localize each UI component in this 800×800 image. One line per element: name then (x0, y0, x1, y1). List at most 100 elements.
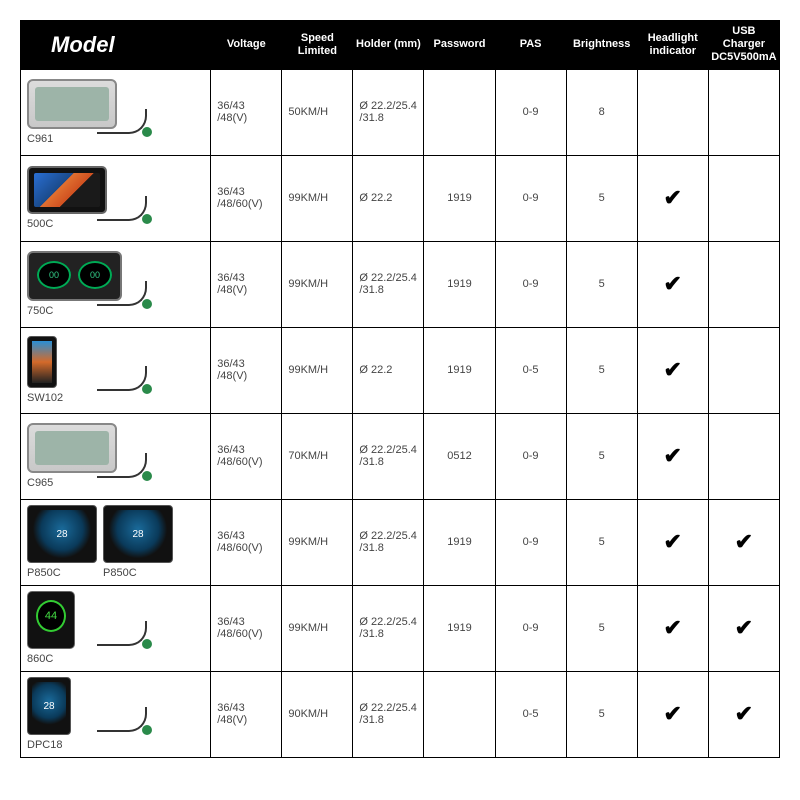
plug-icon (142, 384, 152, 394)
check-icon: ✔ (664, 615, 682, 640)
model-cell: C961 (21, 69, 211, 155)
model-label: 750C (27, 305, 53, 317)
cable-icon (97, 707, 147, 732)
model-cell: 750C (21, 241, 211, 327)
model-cell: 500C (21, 155, 211, 241)
cell-brightness: 5 (566, 327, 637, 413)
plug-icon (142, 299, 152, 309)
cell-password: 0512 (424, 413, 495, 499)
table-row: 860C 36/43 /48/60(V)99KM/HØ 22.2/25.4 /31… (21, 585, 780, 671)
cell-headlight: ✔ (637, 585, 708, 671)
cable-icon (97, 196, 147, 221)
spec-table: Model Voltage Speed Limited Holder (mm) … (20, 20, 780, 758)
cell-password: 1919 (424, 499, 495, 585)
device-icon (27, 677, 71, 735)
model-cell: P850C P850C (21, 499, 211, 585)
model-label: P850C (27, 567, 61, 579)
cell-usb (708, 327, 779, 413)
check-icon: ✔ (664, 271, 682, 296)
table-row: DPC18 36/43 /48(V)90KM/HØ 22.2/25.4 /31.8… (21, 671, 780, 757)
table-row: C961 36/43 /48(V)50KM/HØ 22.2/25.4 /31.8 0… (21, 69, 780, 155)
cell-voltage: 36/43 /48/60(V) (211, 155, 282, 241)
device-icon (103, 505, 173, 563)
table-row: C96536/43 /48/60(V)70KM/HØ 22.2/25.4 /31… (21, 413, 780, 499)
cell-holder: Ø 22.2/25.4 /31.8 (353, 241, 424, 327)
header-model: Model (21, 21, 211, 70)
model-label: 500C (27, 218, 53, 230)
table-row: 500C36/43 /48/60(V)99KM/HØ 22.219190-95✔ (21, 155, 780, 241)
cell-pas: 0-5 (495, 327, 566, 413)
cell-usb (708, 413, 779, 499)
check-icon: ✔ (664, 357, 682, 382)
cell-pas: 0-9 (495, 413, 566, 499)
cell-speed: 99KM/H (282, 327, 353, 413)
cell-voltage: 36/43 /48/60(V) (211, 413, 282, 499)
cell-holder: Ø 22.2/25.4 /31.8 (353, 69, 424, 155)
cell-voltage: 36/43 /48(V) (211, 69, 282, 155)
plug-icon (142, 725, 152, 735)
cell-headlight (637, 69, 708, 155)
header-holder: Holder (mm) (353, 21, 424, 70)
model-cell: SW102 (21, 327, 211, 413)
cell-password: 1919 (424, 155, 495, 241)
cell-speed: 50KM/H (282, 69, 353, 155)
cell-usb (708, 69, 779, 155)
cell-headlight: ✔ (637, 413, 708, 499)
cell-pas: 0-9 (495, 241, 566, 327)
header-brightness: Brightness (566, 21, 637, 70)
cell-pas: 0-5 (495, 671, 566, 757)
model-label: SW102 (27, 392, 63, 404)
check-icon: ✔ (664, 185, 682, 210)
cable-icon (97, 621, 147, 646)
header-password: Password (424, 21, 495, 70)
cable-icon (97, 281, 147, 306)
plug-icon (142, 639, 152, 649)
model-label: P850C (103, 567, 137, 579)
cell-headlight: ✔ (637, 499, 708, 585)
header-speed: Speed Limited (282, 21, 353, 70)
cell-holder: Ø 22.2 (353, 327, 424, 413)
cell-brightness: 5 (566, 585, 637, 671)
cell-holder: Ø 22.2/25.4 /31.8 (353, 585, 424, 671)
check-icon: ✔ (664, 443, 682, 468)
cell-voltage: 36/43 /48/60(V) (211, 585, 282, 671)
table-body: C96136/43 /48(V)50KM/HØ 22.2/25.4 /31.80… (21, 69, 780, 757)
cell-speed: 99KM/H (282, 585, 353, 671)
model-label: C961 (27, 133, 53, 145)
check-icon: ✔ (664, 529, 682, 554)
cell-voltage: 36/43 /48(V) (211, 327, 282, 413)
model-cell: C965 (21, 413, 211, 499)
cell-voltage: 36/43 /48(V) (211, 671, 282, 757)
cell-voltage: 36/43 /48/60(V) (211, 499, 282, 585)
device-icon (27, 591, 75, 649)
cell-usb (708, 241, 779, 327)
header-usb: USB Charger DC5V500mA (708, 21, 779, 70)
cell-pas: 0-9 (495, 585, 566, 671)
cell-headlight: ✔ (637, 241, 708, 327)
model-cell: DPC18 (21, 671, 211, 757)
cell-usb: ✔ (708, 585, 779, 671)
cell-voltage: 36/43 /48(V) (211, 241, 282, 327)
cell-headlight: ✔ (637, 327, 708, 413)
check-icon: ✔ (735, 701, 753, 726)
model-label: DPC18 (27, 739, 62, 751)
table-header: Model Voltage Speed Limited Holder (mm) … (21, 21, 780, 70)
cell-brightness: 5 (566, 413, 637, 499)
cell-holder: Ø 22.2/25.4 /31.8 (353, 671, 424, 757)
model-label: 860C (27, 653, 53, 665)
header-pas: PAS (495, 21, 566, 70)
cell-speed: 99KM/H (282, 499, 353, 585)
cell-brightness: 8 (566, 69, 637, 155)
table-row: P850C P850C 36/43 /48/60(V)99KM/HØ 22.2/25… (21, 499, 780, 585)
device-icon (27, 166, 107, 214)
cell-pas: 0-9 (495, 69, 566, 155)
cell-speed: 90KM/H (282, 671, 353, 757)
device-icon (27, 336, 57, 388)
cell-holder: Ø 22.2/25.4 /31.8 (353, 499, 424, 585)
cell-pas: 0-9 (495, 155, 566, 241)
table-row: 750C36/43 /48(V)99KM/HØ 22.2/25.4 /31.81… (21, 241, 780, 327)
device-icon (27, 505, 97, 563)
cell-password (424, 69, 495, 155)
cell-usb (708, 155, 779, 241)
table-row: SW10236/43 /48(V)99KM/HØ 22.219190-55✔ (21, 327, 780, 413)
